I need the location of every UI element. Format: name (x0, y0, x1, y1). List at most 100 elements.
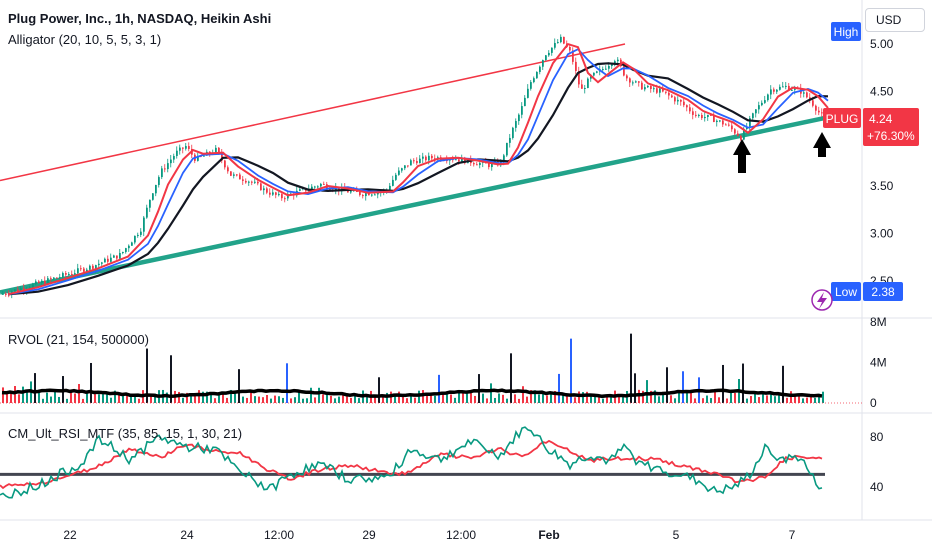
candle-body (398, 170, 400, 175)
time-tick-label: 29 (362, 528, 376, 542)
support-trendline[interactable] (0, 115, 826, 295)
candle-body (590, 75, 592, 79)
ticker-badge[interactable] (823, 108, 861, 128)
alligator-teeth-line[interactable] (7, 42, 829, 296)
candle-body (818, 110, 820, 113)
rvol-bar (170, 355, 172, 403)
rsi-title: CM_Ult_RSI_MTF (35, 85, 15, 1, 30, 21) (8, 426, 242, 441)
candle-body (605, 68, 607, 70)
rvol-bar (346, 395, 348, 403)
candle-body (401, 168, 403, 171)
rvol-bar (186, 392, 188, 403)
rvol-bar (298, 389, 300, 403)
rvol-bar (430, 393, 432, 403)
rvol-bar (490, 383, 492, 403)
rvol-bar (194, 394, 196, 403)
rvol-bar (414, 397, 416, 403)
rvol-bar (606, 394, 608, 403)
alligator-jaw-line[interactable] (7, 62, 829, 296)
rvol-average-line[interactable] (1, 388, 823, 399)
candle-body (569, 46, 571, 51)
candle-body (395, 174, 397, 180)
rvol-tick-label: 4M (870, 356, 887, 370)
rvol-bar (590, 393, 592, 403)
candle-body (272, 192, 274, 195)
rvol-bar (42, 398, 44, 403)
candle-body (104, 258, 106, 263)
candle-body (701, 114, 703, 119)
candle-body (278, 194, 280, 196)
candle-body (269, 192, 271, 195)
rvol-bar (334, 398, 336, 403)
candle-body (725, 124, 727, 126)
candle-body (749, 118, 751, 127)
rvol-bar (250, 391, 252, 403)
rvol-bar (506, 398, 508, 403)
indicator-label: Alligator (20, 10, 5, 5, 3, 1) (8, 32, 161, 47)
low-badge[interactable] (831, 282, 861, 301)
price-change: +76.30% (867, 129, 915, 143)
currency-button[interactable]: USD (865, 8, 925, 32)
candle-body (518, 114, 520, 122)
rvol-bar (18, 394, 20, 403)
rvol-bar (342, 393, 344, 403)
candle-body (284, 198, 286, 200)
candle-body (245, 180, 247, 183)
rvol-bar (54, 390, 56, 403)
rvol-bar (622, 395, 624, 403)
rvol-bar (286, 363, 288, 403)
candle-body (479, 162, 481, 166)
upper-channel-line[interactable] (0, 43, 626, 182)
candle-body (221, 153, 223, 161)
candle-body (281, 194, 283, 199)
price-series (0, 34, 829, 299)
rvol-bar (586, 391, 588, 403)
rvol-bar (326, 392, 328, 403)
candle-body (794, 88, 796, 90)
candle-body (65, 273, 67, 275)
rvol-bar (6, 392, 8, 403)
rvol-bar (522, 386, 524, 403)
rsi-line[interactable] (0, 426, 823, 499)
candle-body (557, 42, 559, 44)
rvol-bar (86, 391, 88, 403)
rvol-bar (758, 397, 760, 403)
candle-body (428, 155, 430, 161)
rvol-bar (578, 391, 580, 403)
candle-body (683, 101, 685, 106)
rvol-bar (794, 394, 796, 403)
rvol-bar (574, 397, 576, 403)
rvol-bar (254, 396, 256, 403)
rvol-tick-label: 0 (870, 396, 877, 410)
candle-body (659, 88, 661, 93)
high-badge[interactable] (831, 22, 861, 41)
rvol-bar (710, 398, 712, 403)
candle-body (488, 163, 490, 168)
price-tick-label: 5.00 (870, 37, 894, 51)
candle-body (653, 88, 655, 90)
rvol-bar (554, 390, 556, 403)
candle-body (134, 235, 136, 243)
price-tick-label: 3.50 (870, 179, 894, 193)
rvol-bar (274, 395, 276, 403)
rvol-bar (754, 391, 756, 403)
rvol-bar (438, 374, 440, 403)
rvol-bar (742, 363, 744, 403)
candle-body (59, 277, 61, 279)
candle-body (137, 234, 139, 236)
candle-body (158, 177, 160, 185)
candle-body (248, 181, 250, 183)
candle-body (527, 88, 529, 98)
rvol-bar (746, 398, 748, 403)
candle-body (584, 87, 586, 89)
candle-body (128, 245, 130, 249)
rvol-bar (730, 392, 732, 403)
rvol-bar (146, 348, 148, 403)
candle-body (122, 251, 124, 254)
rvol-bar (258, 396, 260, 403)
rvol-bar (294, 397, 296, 403)
alligator-lips-line[interactable] (7, 48, 829, 296)
last-price: 4.24 (869, 112, 893, 126)
candle-body (713, 115, 715, 123)
